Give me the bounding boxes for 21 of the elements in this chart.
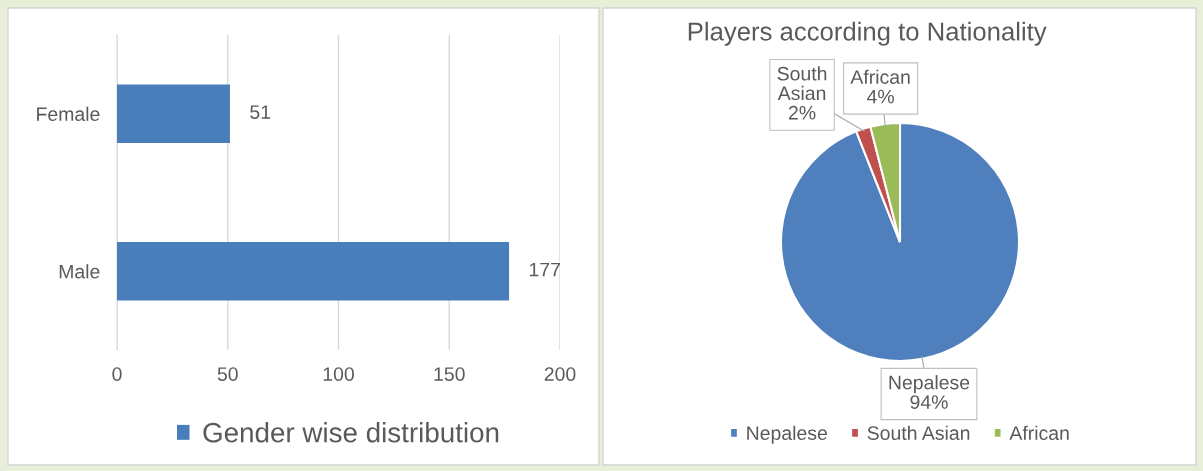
chart-title: Players according to Nationality — [688, 21, 1047, 46]
x-tick-label: 150 — [434, 367, 465, 381]
y-tick-label: Male — [59, 264, 100, 279]
data-label: 94% — [910, 395, 948, 409]
pie-slice — [779, 121, 1021, 363]
x-tick-label: 100 — [323, 367, 354, 381]
x-tick-label: 200 — [544, 367, 576, 381]
legend-label: African — [1009, 425, 1069, 440]
x-tick-label: 50 — [217, 367, 238, 381]
legend-label: Nepalese — [747, 425, 827, 444]
data-label: 2% — [789, 105, 816, 120]
legend-label: Gender wise distribution — [203, 422, 499, 443]
data-label: 51 — [250, 105, 271, 119]
legend-label: South Asian — [867, 425, 970, 440]
x-tick-label: 0 — [112, 367, 122, 381]
slice-label: South Asian — [777, 66, 827, 101]
slice-label: Nepalese — [889, 375, 970, 394]
slice-label: African — [850, 69, 910, 84]
data-label: 177 — [529, 262, 560, 277]
data-label: 4% — [867, 89, 894, 104]
y-tick-label: Female — [37, 106, 100, 121]
